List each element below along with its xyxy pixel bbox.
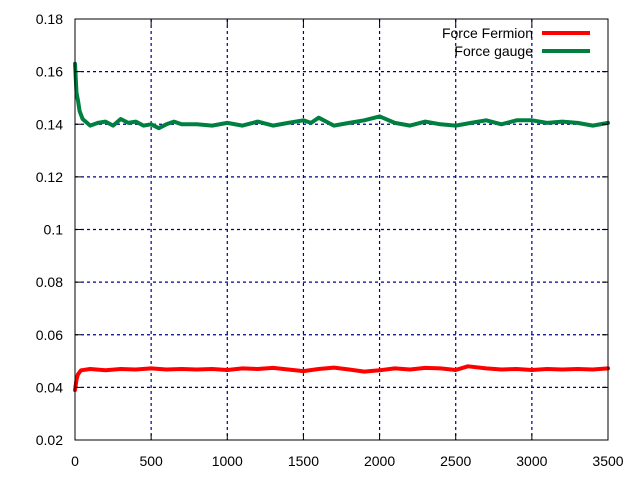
legend-label-force-fermion: Force Fermion	[442, 25, 533, 41]
y-tick-label: 0.18	[36, 11, 63, 27]
y-tick-label: 0.04	[36, 379, 63, 395]
series-line-force-fermion	[73, 364, 610, 392]
x-tick-label: 2500	[440, 453, 471, 469]
legend: Force Fermion Force gauge	[442, 25, 590, 59]
x-tick-label: 1500	[288, 453, 319, 469]
series-line-force-gauge	[73, 61, 610, 131]
grid	[75, 19, 608, 440]
legend-label-force-gauge: Force gauge	[454, 43, 533, 59]
x-tick-label: 3000	[516, 453, 547, 469]
y-tick-label: 0.08	[36, 274, 63, 290]
series-lines	[73, 61, 610, 392]
x-tick-label: 1000	[212, 453, 243, 469]
y-tick-label: 0.12	[36, 169, 63, 185]
axis-ticks: 0 500 1000 1500 2000 2500 3000 3500 0.02 0.04 0.06…	[36, 11, 624, 469]
y-tick-label: 0.14	[36, 116, 63, 132]
x-tick-label: 3500	[592, 453, 623, 469]
y-tick-label: 0.02	[36, 432, 63, 448]
y-tick-label: 0.1	[44, 222, 64, 238]
y-tick-label: 0.06	[36, 327, 63, 343]
x-tick-label: 2000	[364, 453, 395, 469]
y-tick-label: 0.16	[36, 64, 63, 80]
x-tick-label: 500	[139, 453, 163, 469]
x-tick-label: 0	[71, 453, 79, 469]
